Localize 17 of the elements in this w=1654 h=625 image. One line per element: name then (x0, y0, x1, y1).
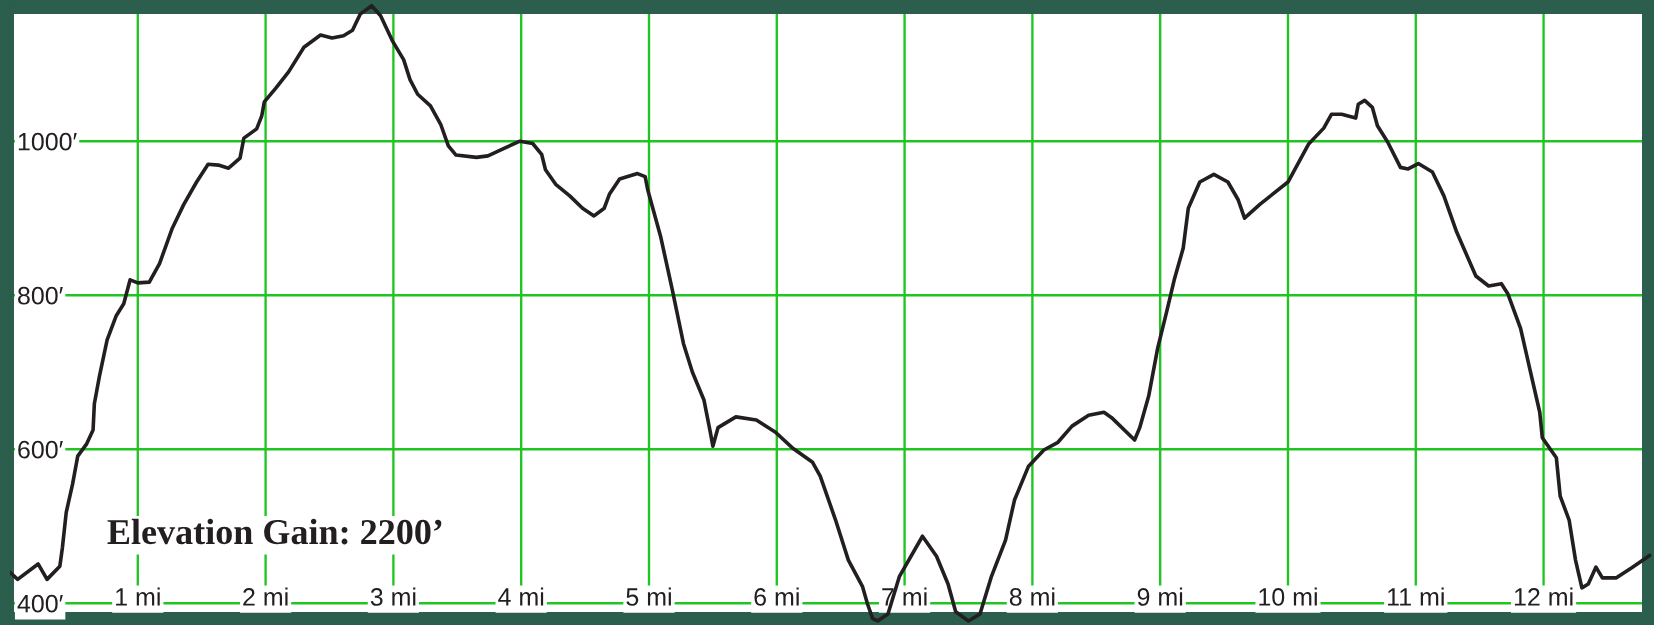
x-tick-label: 12 mi (1514, 587, 1573, 606)
x-tick-label: 5 mi (626, 587, 671, 606)
x-tick-label: 1 mi (116, 587, 160, 606)
x-tick-label: 3 mi (370, 587, 416, 606)
y-tick-label: 600′ (18, 440, 63, 459)
x-tick-label: 4 mi (498, 587, 544, 606)
y-tick-label: 1000′ (18, 132, 77, 151)
x-tick-label: 2 mi (243, 587, 288, 606)
x-tick-label: 8 mi (1009, 587, 1055, 606)
x-tick-label: 9 mi (1137, 587, 1183, 606)
y-tick-label: 400′ (17, 594, 63, 613)
x-tick-label: 11 mi (1388, 587, 1444, 606)
x-tick-label: 10 mi (1259, 587, 1317, 606)
x-tick-label: 6 mi (754, 587, 799, 606)
annotation: Elevation Gain: 2200’ (107, 518, 442, 545)
line-series (10, 3, 1652, 623)
y-tick-label: 800′ (18, 286, 63, 305)
